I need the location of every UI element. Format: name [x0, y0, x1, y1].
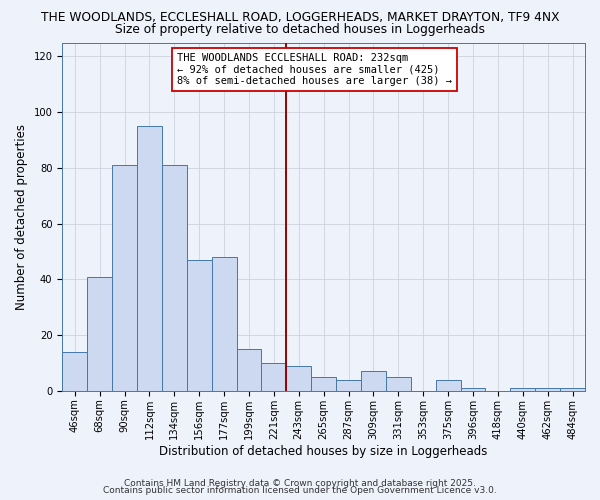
Bar — [535, 388, 560, 391]
X-axis label: Distribution of detached houses by size in Loggerheads: Distribution of detached houses by size … — [160, 444, 488, 458]
Bar — [386, 377, 411, 391]
Bar — [262, 363, 286, 391]
Bar — [187, 260, 212, 391]
Bar — [87, 276, 112, 391]
Bar — [361, 372, 386, 391]
Bar — [212, 257, 236, 391]
Bar — [461, 388, 485, 391]
Bar — [112, 165, 137, 391]
Bar — [286, 366, 311, 391]
Bar — [236, 349, 262, 391]
Text: THE WOODLANDS ECCLESHALL ROAD: 232sqm
← 92% of detached houses are smaller (425): THE WOODLANDS ECCLESHALL ROAD: 232sqm ← … — [177, 53, 452, 86]
Text: THE WOODLANDS, ECCLESHALL ROAD, LOGGERHEADS, MARKET DRAYTON, TF9 4NX: THE WOODLANDS, ECCLESHALL ROAD, LOGGERHE… — [41, 11, 559, 24]
Text: Size of property relative to detached houses in Loggerheads: Size of property relative to detached ho… — [115, 22, 485, 36]
Bar — [137, 126, 162, 391]
Bar — [62, 352, 87, 391]
Text: Contains HM Land Registry data © Crown copyright and database right 2025.: Contains HM Land Registry data © Crown c… — [124, 478, 476, 488]
Text: Contains public sector information licensed under the Open Government Licence v3: Contains public sector information licen… — [103, 486, 497, 495]
Bar — [336, 380, 361, 391]
Bar — [511, 388, 535, 391]
Y-axis label: Number of detached properties: Number of detached properties — [15, 124, 28, 310]
Bar — [560, 388, 585, 391]
Bar — [311, 377, 336, 391]
Bar — [162, 165, 187, 391]
Bar — [436, 380, 461, 391]
